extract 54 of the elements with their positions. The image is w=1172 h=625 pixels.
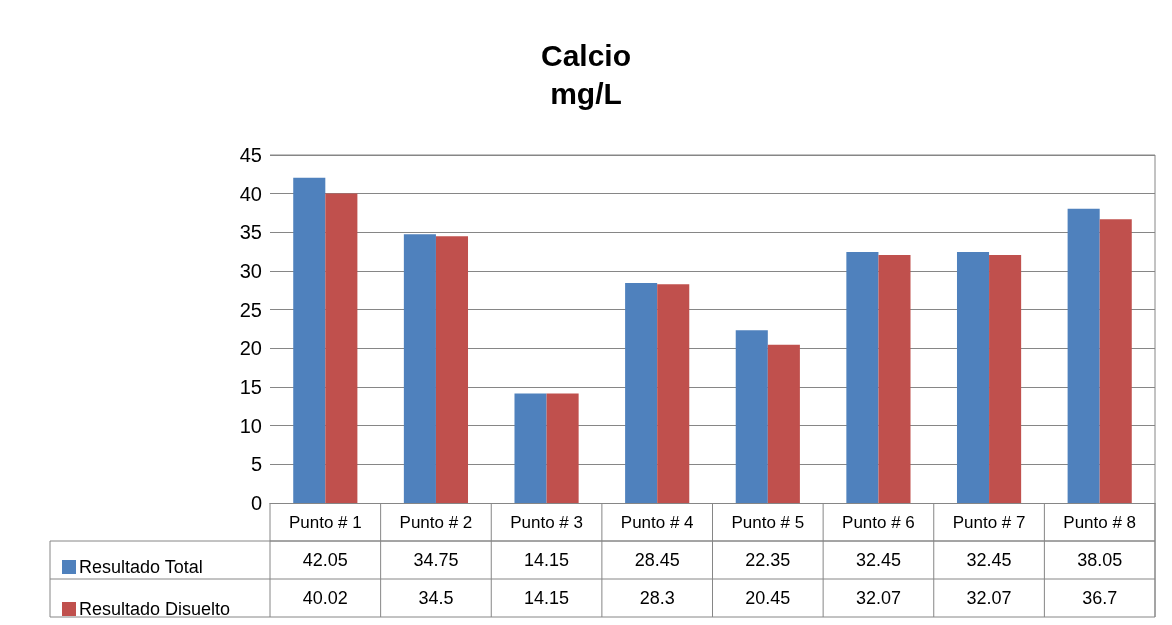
y-tick-label: 45 [239,144,262,166]
data-label: 14.15 [524,588,570,608]
x-tick-label: Punto # 2 [399,513,473,532]
y-tick-label: 0 [250,492,262,514]
data-label: 14.15 [524,550,570,570]
bar [514,393,547,503]
data-label: 20.45 [745,588,791,608]
bar [657,284,690,503]
y-tick-label: 25 [239,298,262,321]
data-label: 42.05 [302,550,348,570]
y-tick-label: 30 [239,260,262,282]
x-tick-label: Punto # 5 [731,513,805,532]
bar [546,393,579,503]
data-label: 32.45 [855,550,901,570]
bar [956,252,990,503]
y-tick-label: 15 [239,376,262,398]
data-label: 32.07 [966,588,1012,608]
x-tick-label: Punto # 6 [842,513,915,532]
data-label: 32.07 [855,588,901,608]
x-tick-label: Punto # 7 [952,513,1026,532]
bar [735,330,768,503]
bar [293,177,326,503]
bar [1067,208,1100,503]
data-label: 32.45 [966,550,1012,570]
x-tick-label: Punto # 1 [288,513,362,532]
data-label: 28.3 [639,588,675,608]
bar [1099,219,1132,503]
data-label: 34.75 [413,550,459,570]
bar [767,344,800,503]
data-label: 22.35 [745,550,791,570]
x-tick-label: Punto # 3 [510,513,583,532]
chart-title: Calcio [540,38,632,72]
legend-label: Resultado Total [79,557,203,577]
x-tick-label: Punto # 4 [620,513,694,532]
y-tick-label: 10 [239,414,262,437]
bar [435,236,469,503]
data-label: 38.05 [1077,550,1123,570]
data-label: 40.02 [302,588,348,608]
x-tick-label: Punto # 8 [1063,513,1137,532]
bar [846,252,879,503]
y-tick-label: 35 [239,221,262,244]
y-tick-label: 40 [239,182,262,205]
legend-label: Resultado Disuelto [79,599,231,619]
data-label: 28.45 [634,550,680,570]
bar [325,193,358,503]
bar [625,282,658,503]
bar [989,254,1022,503]
data-label: 34.5 [418,588,454,608]
chart-subtitle: mg/L [550,76,622,110]
data-label: 36.7 [1082,588,1118,608]
y-tick-label: 5 [250,453,262,476]
y-tick-label: 20 [239,337,262,360]
bar [403,234,436,503]
bar [878,254,911,503]
